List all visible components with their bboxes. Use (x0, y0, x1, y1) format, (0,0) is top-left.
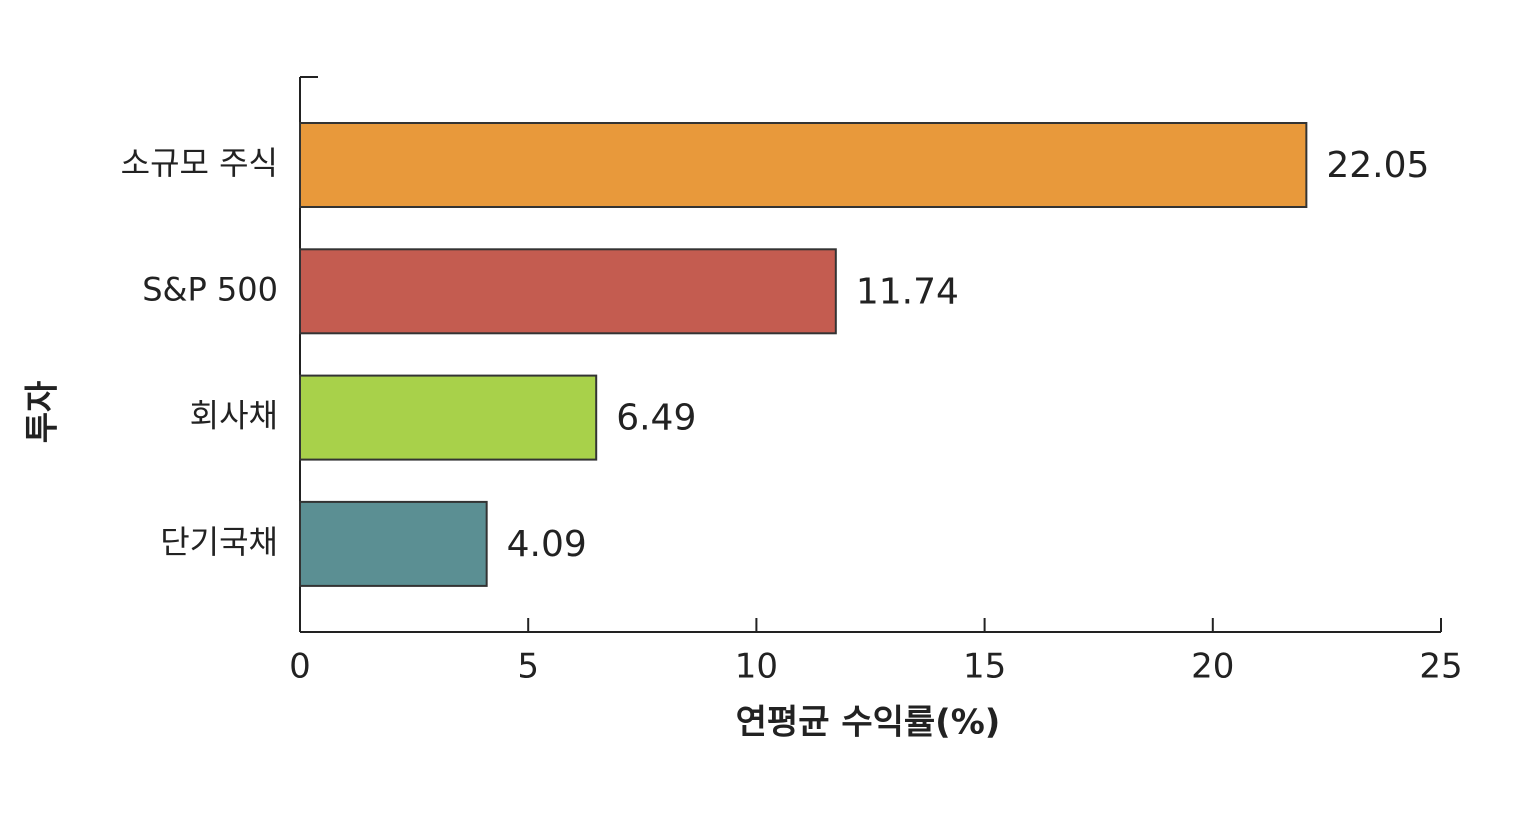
x-tick-label: 15 (963, 647, 1006, 687)
bar (299, 248, 837, 335)
data-label: 11.74 (856, 271, 959, 312)
x-tick-label: 0 (289, 647, 311, 687)
x-tick-label: 20 (1191, 647, 1234, 687)
bar (299, 374, 598, 461)
bar (299, 500, 488, 587)
x-tick-label: 10 (735, 647, 778, 687)
data-label: 4.09 (507, 524, 587, 565)
y-tick-label: 회사채 (190, 397, 278, 435)
bar (299, 122, 1308, 208)
data-label: 6.49 (616, 398, 696, 439)
y-tick-label: 소규모 주식 (121, 144, 278, 182)
y-tick-label: 단기국채 (160, 523, 278, 561)
x-tick-label: 5 (517, 647, 539, 687)
x-tick-label: 25 (1419, 647, 1462, 687)
y-axis-label: 투자 (23, 381, 63, 444)
data-label: 22.05 (1326, 145, 1429, 186)
y-tick-label: S&P 500 (142, 270, 278, 308)
x-axis-label: 연평균 수익률(%) (736, 703, 1001, 743)
